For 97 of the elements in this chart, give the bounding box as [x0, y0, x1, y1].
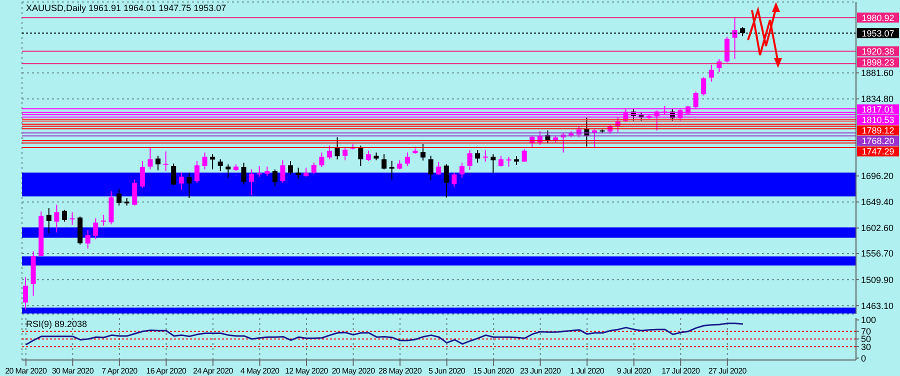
ref-line-label: 1789.12 — [862, 126, 894, 136]
ref-line-label: 1980.92 — [862, 12, 894, 23]
x-tick-label: 17 Jul 2020 — [662, 366, 701, 376]
line-series — [25, 322, 744, 346]
candlestick — [280, 160, 286, 184]
y-tick-label: 1602.60 — [861, 223, 894, 234]
candlestick — [54, 204, 60, 233]
candlestick — [178, 172, 184, 190]
candlestick — [296, 167, 301, 180]
candlestick — [186, 172, 192, 198]
candlestick — [116, 188, 122, 206]
candlestick — [467, 150, 472, 170]
x-tick-label: 9 Jul 2020 — [616, 366, 652, 376]
y-tick-label: 1556.70 — [861, 248, 894, 259]
x-tick-label: 5 Jun 2020 — [428, 366, 466, 376]
candlestick — [194, 160, 200, 184]
candlestick — [288, 160, 294, 175]
candlestick — [85, 230, 90, 250]
candlestick — [366, 150, 371, 162]
candlestick — [404, 152, 410, 167]
candlestick — [264, 166, 270, 177]
candlestick — [482, 150, 488, 162]
candlestick — [420, 144, 426, 162]
y-tick-label: 70 — [861, 326, 872, 337]
candlestick — [311, 162, 316, 174]
y-tick-label: 1696.20 — [861, 171, 894, 182]
candlestick — [459, 162, 464, 178]
candlestick — [358, 145, 364, 167]
candlestick — [436, 161, 442, 176]
candlestick — [724, 36, 730, 64]
y-tick-label: 1881.60 — [861, 68, 894, 78]
x-tick-label: 27 Jul 2020 — [708, 366, 748, 376]
candlestick — [70, 212, 75, 226]
y-tick-label: 1463.10 — [861, 300, 894, 311]
candlestick — [522, 148, 527, 162]
legend-label: 1810.53 — [862, 115, 894, 126]
candlestick — [140, 160, 145, 188]
candlestick — [156, 155, 161, 171]
candlestick — [148, 146, 153, 170]
candlestick — [100, 214, 106, 226]
candlestick — [132, 178, 138, 206]
ref-line-label: 1920.38 — [862, 46, 894, 57]
candlestick — [171, 163, 176, 186]
candlestick — [334, 136, 340, 160]
x-tick-label: 1 Jul 2020 — [570, 366, 605, 376]
ref-line-label: 1747.29 — [862, 146, 894, 157]
x-tick-label: 16 Apr 2020 — [146, 366, 187, 376]
ref-line-label: 1768.20 — [862, 136, 894, 146]
x-tick-label: 4 May 2020 — [240, 366, 280, 376]
candlestick — [210, 154, 216, 170]
candlestick — [241, 162, 246, 186]
y-tick-label: 1649.40 — [861, 197, 894, 208]
ref-line-label: 1953.07 — [862, 28, 894, 38]
ref-line-label: 1817.01 — [862, 104, 894, 115]
x-tick-label: 24 Apr 2020 — [193, 366, 234, 376]
candlestick — [444, 164, 449, 198]
candlestick — [23, 276, 28, 310]
candlestick — [272, 168, 278, 187]
candlestick — [732, 17, 738, 60]
ref-line-label: 1898.23 — [862, 58, 894, 68]
candlestick — [326, 145, 332, 160]
candlestick — [342, 146, 348, 161]
candlestick — [249, 168, 254, 196]
candlestick — [202, 152, 208, 170]
y-tick-label: 0 — [861, 353, 866, 364]
y-tick-label: 30 — [861, 342, 872, 352]
candlestick — [256, 166, 262, 178]
candlestick — [382, 154, 387, 170]
x-tick-label: 7 Apr 2020 — [102, 366, 138, 376]
candlestick — [428, 155, 434, 181]
y-tick-label: 50 — [861, 334, 872, 344]
y-tick-label: 1509.90 — [861, 274, 894, 285]
x-tick-label: 12 May 2020 — [285, 366, 329, 376]
x-tick-label: 20 May 2020 — [332, 366, 376, 376]
candlestick — [319, 152, 324, 168]
candlestick — [498, 155, 504, 168]
x-tick-label: 28 May 2020 — [378, 366, 422, 376]
candlestick — [226, 164, 231, 178]
candlestick — [163, 150, 168, 172]
candlestick — [93, 218, 98, 240]
candlestick — [475, 150, 480, 164]
x-tick-label: 23 Jun 2020 — [520, 366, 562, 376]
candlestick — [218, 158, 223, 172]
candlestick — [506, 156, 512, 168]
chart-title: RSI(9) 89.2038 — [26, 319, 88, 330]
candlestick — [397, 160, 402, 170]
chart-title: XAUUSD,Daily 1961.91 1964.01 1947.75 1953.07 — [26, 3, 226, 14]
y-tick-label: 1834.80 — [861, 94, 894, 104]
candlestick — [46, 208, 52, 234]
candlestick — [708, 64, 714, 82]
candlestick — [62, 209, 67, 222]
candlestick — [701, 76, 706, 96]
y-tick-label: 100 — [861, 315, 876, 326]
x-tick-label: 30 Mar 2020 — [52, 366, 94, 376]
candlestick — [452, 172, 457, 188]
x-tick-label: 15 Jun 2020 — [473, 366, 515, 376]
x-tick-label: 20 Mar 2020 — [5, 366, 48, 376]
